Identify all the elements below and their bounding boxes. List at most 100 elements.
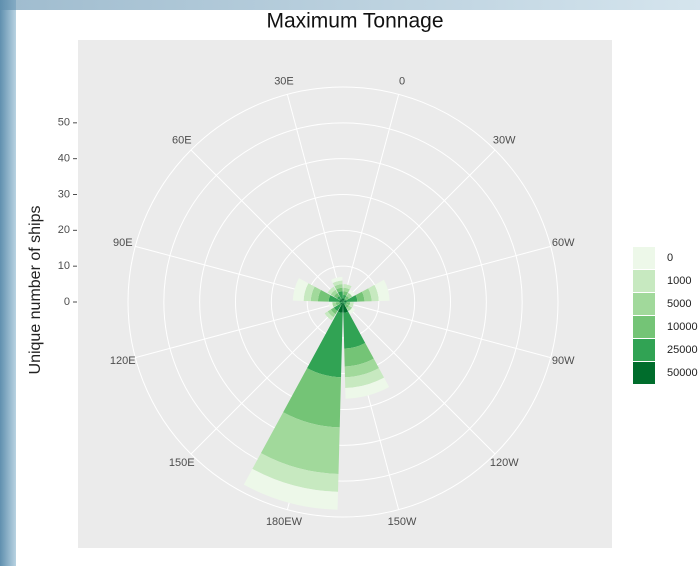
bar-segment <box>333 292 340 299</box>
bar-segment <box>335 302 340 306</box>
bar-segment <box>330 307 338 315</box>
bar-segment <box>339 302 343 304</box>
spoke <box>342 301 496 455</box>
bar-segment <box>343 298 345 302</box>
legend-label: 0 <box>667 252 673 264</box>
x-tick-label: 90E <box>113 237 133 249</box>
bar-segment <box>339 298 343 302</box>
spoke <box>342 94 400 303</box>
bar-segment <box>343 311 366 349</box>
bar-segment <box>343 302 347 304</box>
bar-segment <box>332 280 343 287</box>
bar-segment <box>328 302 334 309</box>
bar-segment <box>328 295 340 302</box>
bar-segment <box>327 309 336 318</box>
x-tick-label: 120W <box>490 457 519 469</box>
grid-ring <box>270 229 416 375</box>
x-tick-label: 60W <box>552 237 575 249</box>
bar-segment <box>343 298 347 302</box>
background-image <box>0 0 700 10</box>
spoke <box>190 149 344 303</box>
bar-segment <box>343 302 349 313</box>
grid-ring <box>163 122 523 482</box>
bar-segment <box>344 303 350 309</box>
bar-segment <box>341 298 343 302</box>
bar-segment <box>345 377 390 399</box>
legend-label: 1000 <box>667 275 691 287</box>
bar-segment <box>334 284 343 290</box>
bar-segment <box>331 276 343 284</box>
x-tick-label: 30E <box>274 76 294 88</box>
bar-segment <box>374 279 390 302</box>
x-tick-label: 0 <box>399 76 405 88</box>
bar-segment <box>317 290 331 302</box>
bar-segment <box>349 302 354 308</box>
y-tick-label: 0 <box>64 296 70 308</box>
bar-segment <box>348 307 356 315</box>
spoke <box>135 301 344 359</box>
chart-title: Maximum Tonnage <box>266 10 443 33</box>
bar-segment <box>307 311 343 378</box>
x-tick-label: 150W <box>388 516 417 528</box>
bar-segment <box>361 288 372 302</box>
grid-ring <box>235 194 451 410</box>
bar-segment <box>243 468 339 510</box>
bar-segment <box>344 295 350 301</box>
grid-ring <box>127 86 559 518</box>
bar-segment <box>343 300 347 302</box>
bar-segment <box>346 302 351 306</box>
bar-segment <box>346 305 353 312</box>
bar-segment <box>346 295 358 302</box>
legend-label: 50000 <box>667 367 698 379</box>
x-tick-label: 180EW <box>266 516 303 528</box>
bar-segment <box>343 294 347 299</box>
bar-segment <box>327 286 336 295</box>
legend-swatch <box>633 339 655 361</box>
bar-segment <box>333 303 342 312</box>
legend-swatch <box>633 316 655 338</box>
bar-segment <box>303 283 315 302</box>
bar-segment <box>368 284 379 302</box>
legend-swatch <box>633 362 655 384</box>
x-tick-label: 120E <box>110 355 136 367</box>
spoke <box>286 94 344 303</box>
y-tick-label: 30 <box>58 188 70 200</box>
spoke <box>342 149 496 303</box>
bar-segment <box>346 292 353 299</box>
legend-swatch <box>633 247 655 269</box>
background-image <box>0 0 16 566</box>
bar-segment <box>343 287 350 293</box>
spoke <box>342 301 551 359</box>
bar-segment <box>336 295 342 301</box>
bar-segment <box>260 412 340 474</box>
bar-segment <box>336 287 343 293</box>
legend-label: 10000 <box>667 321 698 333</box>
grid-ring <box>306 265 380 339</box>
bar-segment <box>343 284 352 290</box>
bar-segment <box>339 300 343 302</box>
bar-segment <box>343 291 349 296</box>
bar-segment <box>330 289 338 297</box>
legend-label: 25000 <box>667 344 698 356</box>
x-tick-label: 60E <box>172 135 192 147</box>
y-tick-label: 50 <box>58 117 70 129</box>
y-tick-label: 10 <box>58 260 70 272</box>
bar-segment <box>344 342 374 367</box>
bar-segment <box>344 358 379 378</box>
legend-label: 5000 <box>667 298 691 310</box>
bar-segment <box>348 289 356 297</box>
grid-ring <box>199 158 487 446</box>
y-tick-label: 40 <box>58 153 70 165</box>
x-tick-label: 150E <box>169 457 195 469</box>
bar-segment <box>343 302 347 306</box>
y-tick-label: 20 <box>58 224 70 236</box>
bar-segment <box>292 278 309 301</box>
bar-segment <box>310 286 321 302</box>
x-tick-label: 90W <box>552 355 575 367</box>
x-tick-label: 30W <box>493 135 516 147</box>
bar-segment <box>332 302 337 308</box>
bar-segment <box>339 302 343 306</box>
bar-segment <box>344 368 385 388</box>
legend-swatch <box>633 270 655 292</box>
